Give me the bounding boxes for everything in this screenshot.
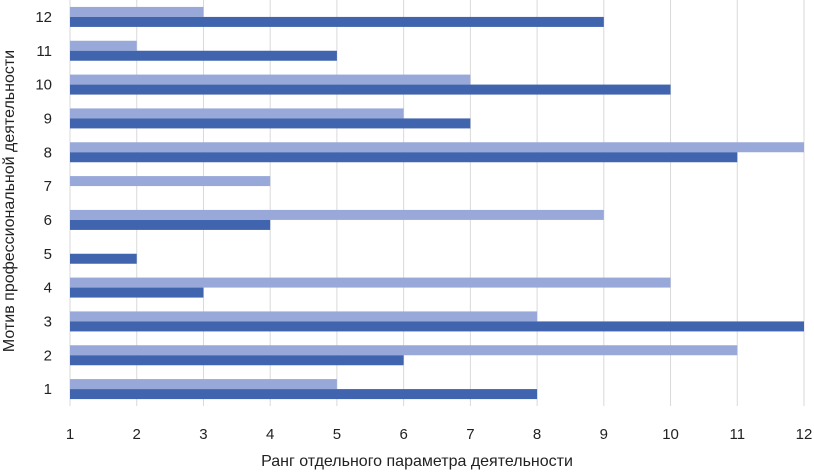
bar-series1-motive-5	[70, 253, 137, 264]
bar-series1-motive-3	[70, 321, 804, 332]
y-tick-label: 2	[44, 347, 52, 364]
bar-series1-motive-1	[70, 389, 538, 400]
bar-series1-motive-11	[70, 50, 337, 61]
x-tick-label: 12	[796, 426, 813, 443]
y-tick-label: 8	[44, 144, 52, 161]
x-tick-label: 6	[399, 426, 407, 443]
bar-series2-motive-11	[70, 40, 137, 51]
bar-series1-motive-9	[70, 118, 471, 129]
bar-series2-motive-4	[70, 277, 671, 288]
y-tick-label: 3	[44, 313, 52, 330]
x-tick-label: 9	[600, 426, 608, 443]
y-tick-label: 1	[44, 381, 52, 398]
x-tick-label: 3	[199, 426, 207, 443]
bar-series2-motive-9	[70, 108, 404, 119]
bar-series2-motive-3	[70, 311, 538, 322]
bar-series2-motive-10	[70, 74, 471, 85]
y-tick-label: 10	[35, 77, 52, 94]
x-tick-label: 4	[266, 426, 274, 443]
x-tick-label: 2	[133, 426, 141, 443]
x-tick-label: 5	[333, 426, 341, 443]
bars	[70, 6, 804, 400]
x-tick-label: 7	[466, 426, 474, 443]
y-tick-label: 6	[44, 212, 52, 229]
bar-series2-motive-6	[70, 209, 604, 220]
y-tick-label: 7	[44, 178, 52, 195]
bar-series2-motive-8	[70, 142, 804, 153]
y-tick-label: 9	[44, 110, 52, 127]
y-tick-label: 12	[35, 9, 52, 26]
bar-series2-motive-12	[70, 6, 204, 17]
x-axis-title: Ранг отдельного параметра деятельности	[261, 453, 573, 470]
bar-series1-motive-6	[70, 219, 271, 230]
x-tick-label: 1	[66, 426, 74, 443]
x-tick-label: 8	[533, 426, 541, 443]
bar-series1-motive-8	[70, 152, 738, 163]
bar-series2-motive-2	[70, 345, 738, 356]
y-tick-label: 5	[44, 246, 52, 263]
bar-series2-motive-7	[70, 176, 271, 187]
bar-series2-motive-1	[70, 379, 337, 390]
y-tick-label: 4	[44, 280, 52, 297]
bar-series1-motive-2	[70, 355, 404, 366]
y-tick-label: 11	[36, 43, 52, 60]
bar-series1-motive-10	[70, 84, 671, 95]
x-tick-labels: 1 2 3 4 5 6 7 8 9 10 11 12	[66, 426, 813, 443]
x-tick-label: 10	[662, 426, 679, 443]
y-axis-title: Мотив профессиональной деятельности	[1, 50, 18, 352]
x-tick-label: 11	[729, 426, 745, 443]
bar-series1-motive-12	[70, 16, 604, 27]
gridlines	[69, 0, 805, 406]
bar-series1-motive-4	[70, 287, 204, 298]
